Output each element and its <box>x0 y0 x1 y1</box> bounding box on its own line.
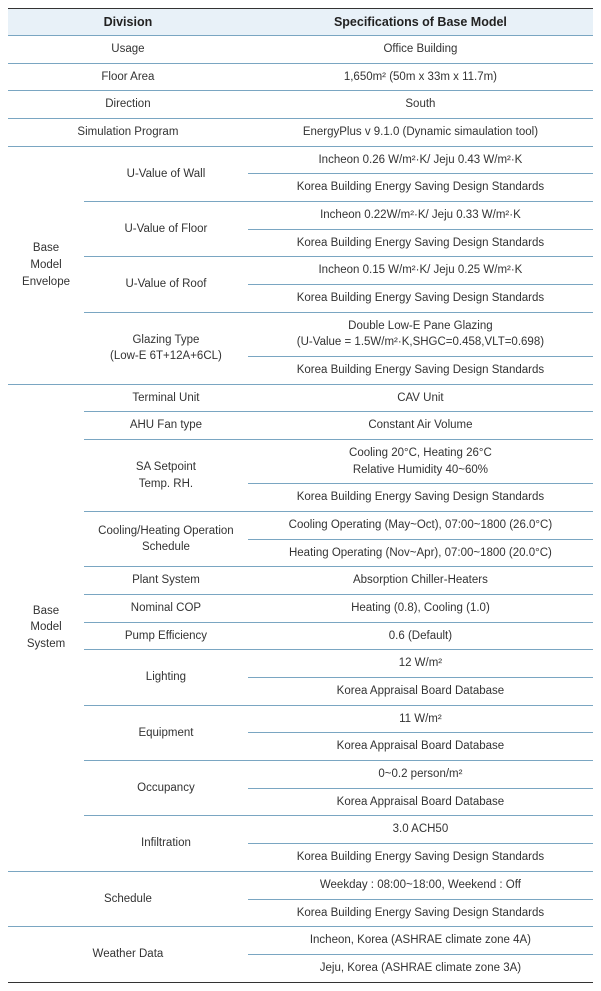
value-ufloor-1: Incheon 0.22W/m²·K/ Jeju 0.33 W/m²·K <box>248 202 593 230</box>
label-weather: Weather Data <box>8 927 248 982</box>
value-infil-1: 3.0 ACH50 <box>248 816 593 844</box>
value-opsched-1: Cooling Operating (May~Oct), 07:00~1800 … <box>248 512 593 540</box>
row-plant: Plant System Absorption Chiller-Heaters <box>8 567 593 595</box>
label-infil: Infiltration <box>84 816 248 871</box>
value-equipment-2: Korea Appraisal Board Database <box>248 733 593 761</box>
row-cop: Nominal COP Heating (0.8), Cooling (1.0) <box>8 595 593 623</box>
row-weather-1: Weather Data Incheon, Korea (ASHRAE clim… <box>8 927 593 955</box>
value-cop: Heating (0.8), Cooling (1.0) <box>248 595 593 623</box>
label-cop: Nominal COP <box>84 595 248 623</box>
value-uroof-1: Incheon 0.15 W/m²·K/ Jeju 0.25 W/m²·K <box>248 257 593 285</box>
label-system: BaseModelSystem <box>8 384 84 871</box>
value-weather-1: Incheon, Korea (ASHRAE climate zone 4A) <box>248 927 593 955</box>
label-opsched: Cooling/Heating OperationSchedule <box>84 512 248 567</box>
label-usage: Usage <box>8 36 248 64</box>
row-terminal: BaseModelSystem Terminal Unit CAV Unit <box>8 384 593 412</box>
label-ahu: AHU Fan type <box>84 412 248 440</box>
row-sim-prog: Simulation Program EnergyPlus v 9.1.0 (D… <box>8 119 593 147</box>
label-terminal: Terminal Unit <box>84 384 248 412</box>
row-sa-1: SA SetpointTemp. RH. Cooling 20°C, Heati… <box>8 440 593 484</box>
value-floor-area: 1,650m² (50m x 33m x 11.7m) <box>248 63 593 91</box>
value-equipment-1: 11 W/m² <box>248 705 593 733</box>
label-direction: Direction <box>8 91 248 119</box>
value-pump: 0.6 (Default) <box>248 622 593 650</box>
row-infil-1: Infiltration 3.0 ACH50 <box>8 816 593 844</box>
label-plant: Plant System <box>84 567 248 595</box>
label-equipment: Equipment <box>84 705 248 760</box>
label-lighting: Lighting <box>84 650 248 705</box>
value-schedule-2: Korea Building Energy Saving Design Stan… <box>248 899 593 927</box>
value-terminal: CAV Unit <box>248 384 593 412</box>
label-envelope: BaseModelEnvelope <box>8 146 84 384</box>
value-schedule-1: Weekday : 08:00~18:00, Weekend : Off <box>248 871 593 899</box>
row-ufloor-1: U-Value of Floor Incheon 0.22W/m²·K/ Jej… <box>8 202 593 230</box>
label-uwall: U-Value of Wall <box>84 146 248 201</box>
table-header-row: Division Specifications of Base Model <box>8 9 593 36</box>
row-schedule-1: Schedule Weekday : 08:00~18:00, Weekend … <box>8 871 593 899</box>
label-schedule: Schedule <box>8 871 248 926</box>
value-ahu: Constant Air Volume <box>248 412 593 440</box>
spec-table: Division Specifications of Base Model Us… <box>8 8 593 983</box>
value-occupancy-1: 0~0.2 person/m² <box>248 761 593 789</box>
row-direction: Direction South <box>8 91 593 119</box>
label-floor-area: Floor Area <box>8 63 248 91</box>
label-sim-prog: Simulation Program <box>8 119 248 147</box>
label-pump: Pump Efficiency <box>84 622 248 650</box>
value-lighting-1: 12 W/m² <box>248 650 593 678</box>
value-uroof-2: Korea Building Energy Saving Design Stan… <box>248 285 593 313</box>
value-glazing-2: Korea Building Energy Saving Design Stan… <box>248 357 593 385</box>
value-opsched-2: Heating Operating (Nov~Apr), 07:00~1800 … <box>248 539 593 567</box>
value-occupancy-2: Korea Appraisal Board Database <box>248 788 593 816</box>
row-pump: Pump Efficiency 0.6 (Default) <box>8 622 593 650</box>
row-uroof-1: U-Value of Roof Incheon 0.15 W/m²·K/ Jej… <box>8 257 593 285</box>
row-glazing-1: Glazing Type(Low-E 6T+12A+6CL) Double Lo… <box>8 312 593 356</box>
label-sa: SA SetpointTemp. RH. <box>84 440 248 512</box>
value-ufloor-2: Korea Building Energy Saving Design Stan… <box>248 229 593 257</box>
row-occupancy-1: Occupancy 0~0.2 person/m² <box>8 761 593 789</box>
label-glazing: Glazing Type(Low-E 6T+12A+6CL) <box>84 312 248 384</box>
value-uwall-2: Korea Building Energy Saving Design Stan… <box>248 174 593 202</box>
value-sa-2: Korea Building Energy Saving Design Stan… <box>248 484 593 512</box>
value-weather-2: Jeju, Korea (ASHRAE climate zone 3A) <box>248 954 593 982</box>
row-ahu: AHU Fan type Constant Air Volume <box>8 412 593 440</box>
value-glazing-1: Double Low-E Pane Glazing(U-Value = 1.5W… <box>248 312 593 356</box>
row-usage: Usage Office Building <box>8 36 593 64</box>
label-uroof: U-Value of Roof <box>84 257 248 312</box>
row-lighting-1: Lighting 12 W/m² <box>8 650 593 678</box>
value-direction: South <box>248 91 593 119</box>
row-opsched-1: Cooling/Heating OperationSchedule Coolin… <box>8 512 593 540</box>
value-uwall-1: Incheon 0.26 W/m²·K/ Jeju 0.43 W/m²·K <box>248 146 593 174</box>
row-equipment-1: Equipment 11 W/m² <box>8 705 593 733</box>
value-usage: Office Building <box>248 36 593 64</box>
value-sim-prog: EnergyPlus v 9.1.0 (Dynamic simaulation … <box>248 119 593 147</box>
row-uwall-1: BaseModelEnvelope U-Value of Wall Incheo… <box>8 146 593 174</box>
label-occupancy: Occupancy <box>84 761 248 816</box>
value-plant: Absorption Chiller-Heaters <box>248 567 593 595</box>
header-division: Division <box>8 9 248 36</box>
row-floor-area: Floor Area 1,650m² (50m x 33m x 11.7m) <box>8 63 593 91</box>
value-infil-2: Korea Building Energy Saving Design Stan… <box>248 844 593 872</box>
label-ufloor: U-Value of Floor <box>84 202 248 257</box>
header-spec: Specifications of Base Model <box>248 9 593 36</box>
value-lighting-2: Korea Appraisal Board Database <box>248 678 593 706</box>
value-sa-1: Cooling 20°C, Heating 26°CRelative Humid… <box>248 440 593 484</box>
